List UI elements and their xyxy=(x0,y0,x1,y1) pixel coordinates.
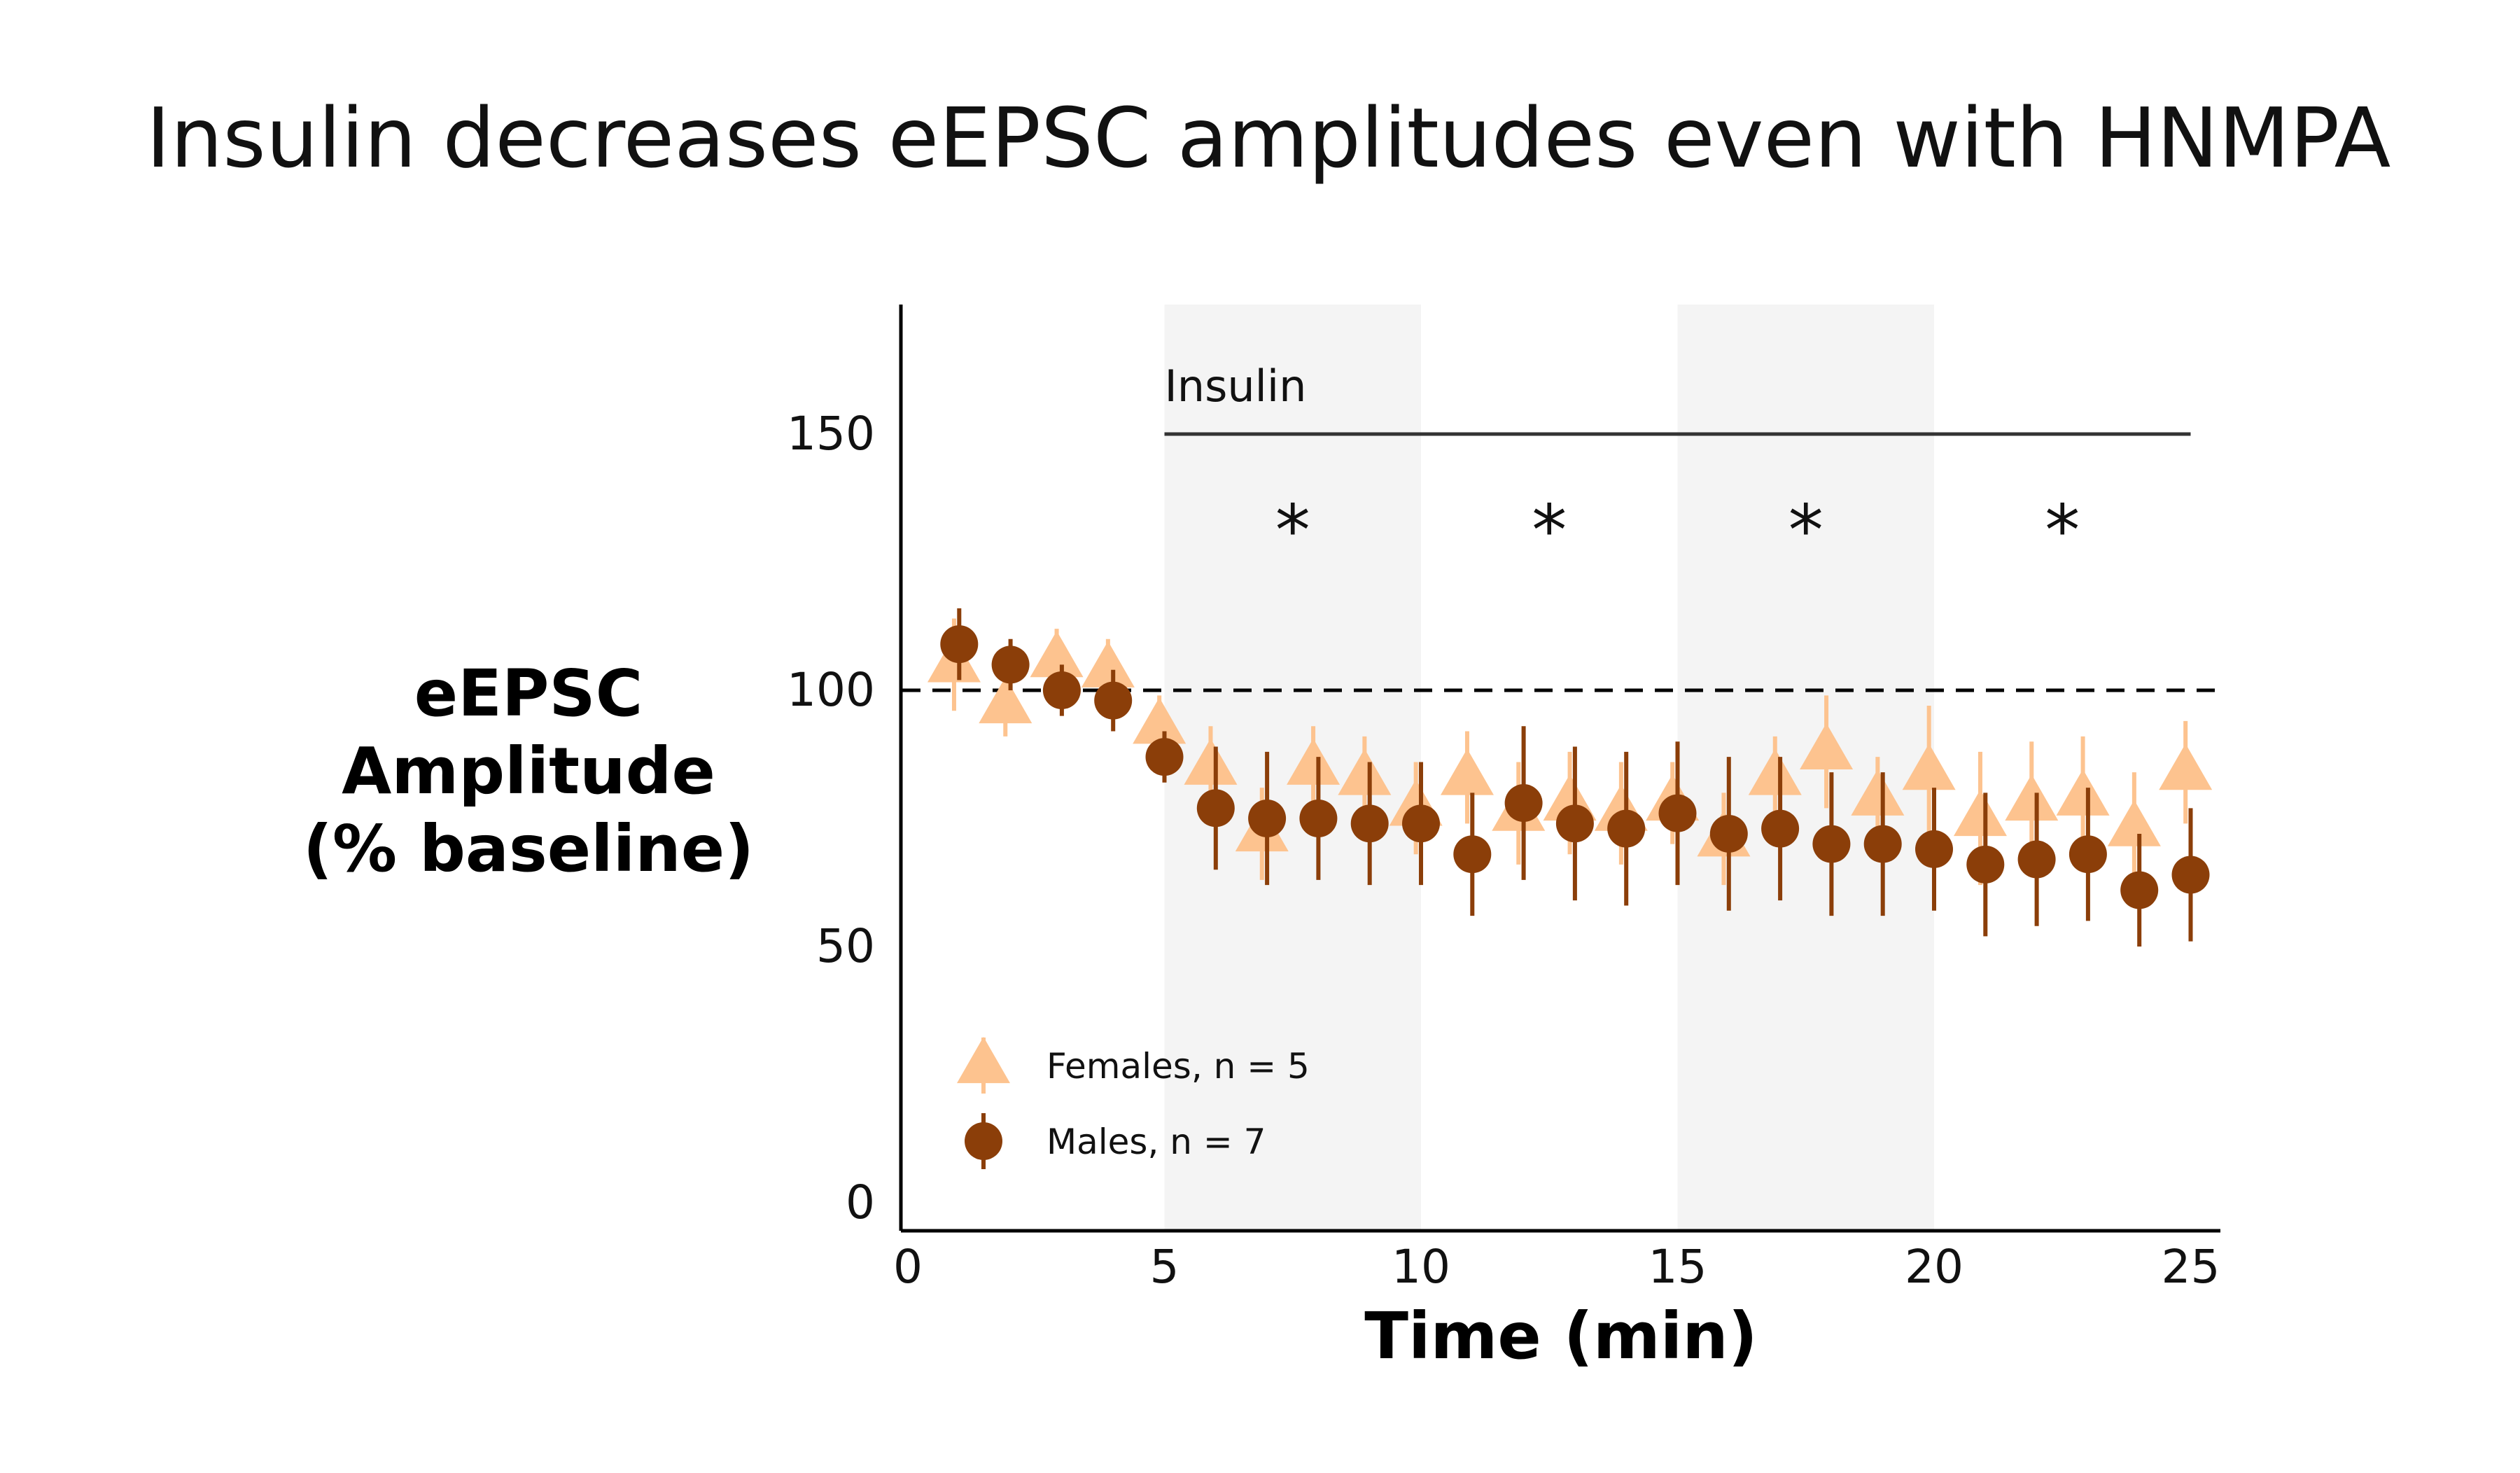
male-point-15 xyxy=(1658,794,1697,832)
male-point-13 xyxy=(1555,804,1594,843)
x-tick-label-25: 25 xyxy=(2162,1240,2220,1294)
female-point-19 xyxy=(1851,769,1905,816)
significance-star-4: * xyxy=(2045,489,2080,571)
male-point-10 xyxy=(1402,804,1440,843)
y-axis-label-line-2: Amplitude xyxy=(342,734,715,809)
male-point-7 xyxy=(1248,800,1287,837)
male-point-25 xyxy=(2171,856,2210,894)
male-point-21 xyxy=(1966,845,2005,884)
male-point-9 xyxy=(1350,804,1389,843)
female-point-3 xyxy=(1030,631,1084,678)
x-tick-label-20: 20 xyxy=(1905,1240,1963,1294)
x-tick-label-0: 0 xyxy=(893,1240,923,1294)
legend-female-marker xyxy=(957,1037,1010,1084)
male-point-3 xyxy=(1042,671,1081,709)
x-axis-label: Time (min) xyxy=(1364,1299,1758,1374)
significance-star-2: * xyxy=(1532,489,1567,571)
male-point-20 xyxy=(1915,830,1953,868)
male-point-24 xyxy=(2120,871,2159,909)
y-axis-label: eEPSC Amplitude (% baseline) xyxy=(303,656,754,886)
female-point-23 xyxy=(2056,769,2110,816)
legend-male-marker xyxy=(965,1122,1002,1160)
male-point-16 xyxy=(1709,814,1748,853)
male-point-4 xyxy=(1094,681,1133,720)
male-point-5 xyxy=(1145,738,1184,776)
female-point-18 xyxy=(1800,722,1854,769)
male-point-23 xyxy=(2068,835,2107,874)
y-tick-label-0: 0 xyxy=(846,1175,875,1229)
male-point-22 xyxy=(2017,840,2056,879)
male-point-19 xyxy=(1863,825,1902,863)
significance-markers: * * * * xyxy=(1275,489,2080,571)
female-point-4 xyxy=(1081,641,1135,687)
female-point-6 xyxy=(1184,738,1238,785)
axes-group xyxy=(899,305,2220,1233)
female-point-22 xyxy=(2005,774,2059,821)
female-point-2 xyxy=(979,676,1032,724)
x-tick-label-5: 5 xyxy=(1150,1240,1180,1294)
insulin-label: Insulin xyxy=(1165,361,1307,412)
female-point-17 xyxy=(1748,748,1802,795)
male-point-12 xyxy=(1504,784,1543,823)
legend-male-label: Males, n = 7 xyxy=(1046,1122,1266,1162)
x-tick-label-15: 15 xyxy=(1648,1240,1707,1294)
y-tick-label-100: 100 xyxy=(787,663,875,717)
legend: Females, n = 5 Males, n = 7 xyxy=(957,1037,1310,1169)
y-tick-label-50: 50 xyxy=(816,919,875,973)
chart-title: Insulin decreases eEPSC amplitudes even … xyxy=(146,90,2391,186)
y-axis-label-line-3: (% baseline) xyxy=(303,811,754,886)
male-point-17 xyxy=(1761,809,1800,848)
male-point-6 xyxy=(1196,789,1235,828)
female-point-11 xyxy=(1440,748,1494,795)
significance-star-1: * xyxy=(1275,489,1310,571)
treatment-annotation: Insulin xyxy=(1164,361,2191,436)
y-axis-label-line-1: eEPSC xyxy=(414,656,643,731)
female-point-8 xyxy=(1287,738,1340,785)
female-point-20 xyxy=(1902,744,1956,790)
data-points xyxy=(927,608,2213,947)
male-point-1 xyxy=(940,625,979,664)
female-point-5 xyxy=(1133,697,1186,744)
legend-female-label: Females, n = 5 xyxy=(1046,1046,1310,1087)
significance-star-3: * xyxy=(1788,489,1823,571)
male-point-18 xyxy=(1812,825,1851,863)
female-point-9 xyxy=(1338,748,1392,795)
female-point-25 xyxy=(2159,744,2213,790)
tick-labels: 0 50 100 150 0 5 10 15 20 25 xyxy=(787,407,2220,1294)
y-tick-label-150: 150 xyxy=(787,407,875,461)
x-tick-label-10: 10 xyxy=(1392,1240,1450,1294)
male-point-8 xyxy=(1299,800,1338,837)
female-point-24 xyxy=(2107,800,2161,846)
male-point-11 xyxy=(1453,835,1492,874)
female-point-21 xyxy=(1953,790,2007,837)
male-point-14 xyxy=(1607,809,1646,848)
male-point-2 xyxy=(991,645,1030,684)
